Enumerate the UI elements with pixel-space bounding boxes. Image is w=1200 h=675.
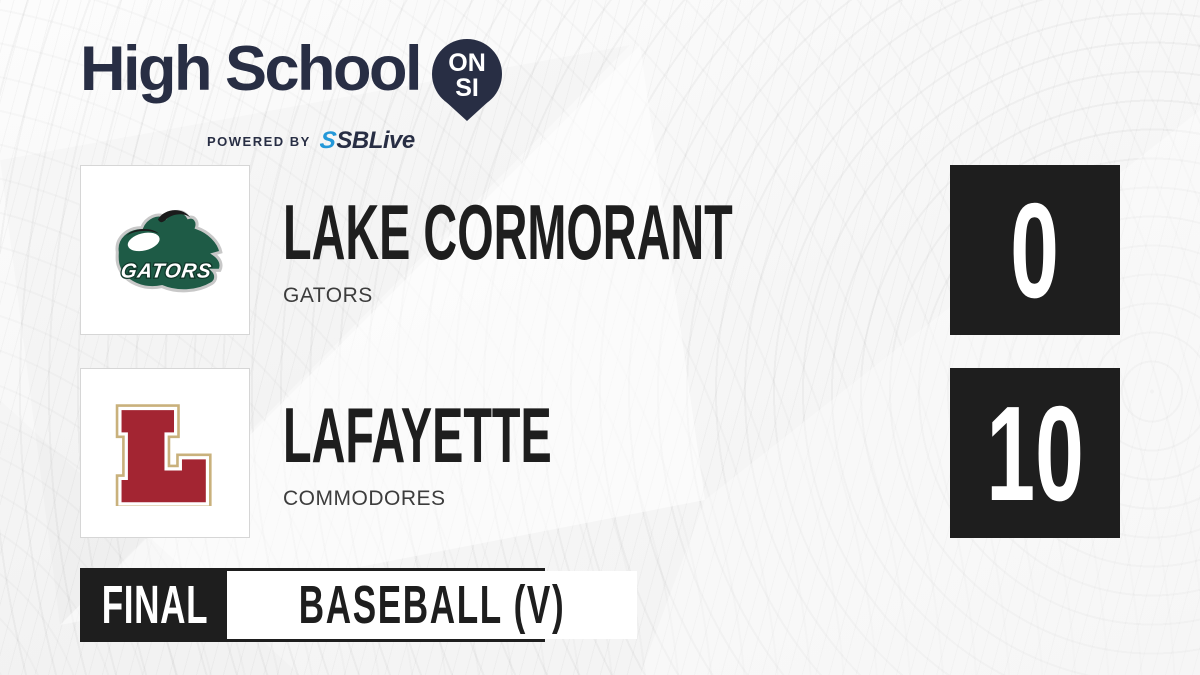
- team2-score-box: 10: [950, 368, 1120, 538]
- status-badge: FINAL: [83, 571, 227, 639]
- team1-info: LAKE CORMORANT GATORS: [283, 165, 1033, 335]
- team2-mascot: COMMODORES: [283, 486, 446, 510]
- powered-by-label: POWERED BY: [207, 133, 311, 149]
- team2-score: 10: [986, 377, 1084, 529]
- sport-label: BASEBALL (V): [298, 575, 566, 635]
- team2-logo-box: [80, 368, 250, 538]
- team2-info: LAFAYETTE COMMODORES: [283, 368, 731, 538]
- team1-logo-box: GATORS: [80, 165, 250, 335]
- team1-mascot: GATORS: [283, 283, 373, 307]
- team1-score-box: 0: [950, 165, 1120, 335]
- sblive-icon: S: [318, 127, 338, 154]
- pin-text-on: ON: [448, 49, 486, 77]
- gators-logo-image: GATORS: [115, 209, 223, 293]
- high-school-logo-text: High School: [80, 34, 422, 104]
- sblive-logo: SSBLive: [318, 127, 415, 155]
- pin-text-si: SI: [455, 74, 479, 102]
- game-status-bar: FINAL BASEBALL (V): [80, 568, 638, 642]
- sport-badge: BASEBALL (V): [227, 571, 638, 639]
- sblive-wordmark: SBLive: [336, 127, 415, 154]
- gators-logo-text: GATORS: [119, 260, 213, 282]
- team1-score: 0: [1010, 174, 1060, 326]
- status-label: FINAL: [101, 575, 209, 635]
- lafayette-block-l-logo-image: [115, 404, 212, 506]
- team2-name: LAFAYETTE: [283, 390, 552, 479]
- team1-name: LAKE CORMORANT: [283, 187, 733, 276]
- on-si-pin-icon: ON SI: [431, 39, 502, 121]
- brand-header: High School ON SI POWERED BY SSBLive: [80, 38, 505, 155]
